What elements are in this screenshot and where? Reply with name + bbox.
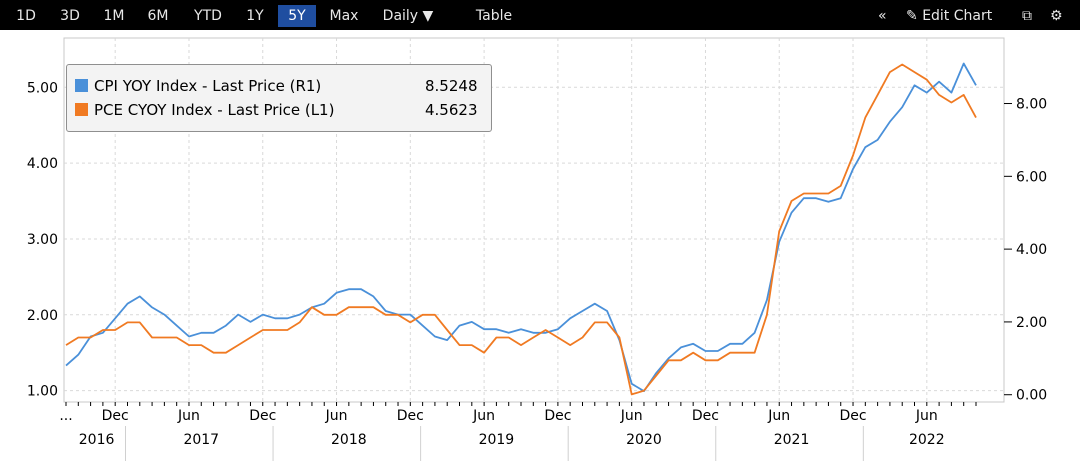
range-5y-button[interactable]: 5Y [278, 5, 316, 27]
pencil-icon: ✎ [906, 8, 918, 24]
frequency-dropdown[interactable]: Daily ▼ [382, 8, 434, 24]
range-1d-button[interactable]: 1D [16, 8, 36, 24]
range-max-button[interactable]: Max [329, 8, 359, 24]
legend-item-cpi[interactable]: CPI YOY Index - Last Price (R1) 8.5248 [75, 75, 478, 97]
x-year-label: 2021 [774, 432, 810, 448]
y-left-tick-label: 1.00 [27, 384, 58, 400]
legend-cpi-value: 8.5248 [425, 77, 478, 95]
edit-chart-button[interactable]: ✎ Edit Chart [906, 5, 1014, 27]
y-left-tick-label: 3.00 [27, 232, 58, 248]
x-year-label: 2020 [626, 432, 662, 448]
line-chart: ... Dec Jun Dec Jun Dec Jun Dec Jun Dec Jun Dec Jun 2… [27, 37, 1047, 461]
x-tick-label: Jun [177, 408, 200, 424]
y-left-tick-label: 4.00 [27, 156, 58, 172]
x-tick-label: Dec [102, 408, 129, 424]
x-tick-label: Dec [839, 408, 866, 424]
axes: ... Dec Jun Dec Jun Dec Jun Dec Jun Dec Jun Dec Jun 2… [27, 80, 1047, 461]
x-year-label: 2016 [79, 432, 115, 448]
x-year-label: 2022 [909, 432, 945, 448]
legend-pce-value: 4.5623 [425, 101, 478, 119]
series [65, 62, 977, 396]
collapse-icon[interactable]: « [878, 8, 887, 24]
settings-icon[interactable]: ⚙ [1050, 8, 1063, 24]
y-left-tick-label: 2.00 [27, 308, 58, 324]
cpi-swatch [75, 79, 88, 92]
x-tick-label: Dec [249, 408, 276, 424]
cpi-series-line [65, 62, 977, 393]
range-1y-button[interactable]: 1Y [246, 8, 264, 24]
y-right-tick-label: 2.00 [1016, 315, 1047, 331]
range-3d-button[interactable]: 3D [60, 8, 80, 24]
chart-toolbar: 1D 3D 1M 6M YTD 1Y 5Y Max Daily ▼ Table … [0, 0, 1080, 30]
chart-area: ... Dec Jun Dec Jun Dec Jun Dec Jun Dec Jun Dec Jun 2… [0, 30, 1080, 461]
edit-chart-label: Edit Chart [922, 8, 993, 24]
x-year-label: 2017 [183, 432, 219, 448]
pce-swatch [75, 103, 88, 116]
y-right-tick-label: 8.00 [1016, 97, 1047, 113]
x-year-label: 2019 [479, 432, 515, 448]
legend-cpi-label: CPI YOY Index - Last Price (R1) [94, 77, 322, 95]
chart-legend: CPI YOY Index - Last Price (R1) 8.5248 P… [66, 64, 492, 132]
pce-series-line [65, 63, 977, 396]
range-1m-button[interactable]: 1M [103, 8, 125, 24]
range-6m-button[interactable]: 6M [147, 8, 169, 24]
x-tick-label: Jun [915, 408, 938, 424]
y-right-tick-label: 6.00 [1016, 169, 1047, 185]
x-tick-label: ... [59, 408, 72, 424]
x-tick-label: Dec [544, 408, 571, 424]
range-ytd-button[interactable]: YTD [194, 8, 222, 24]
y-right-tick-label: 4.00 [1016, 242, 1047, 258]
x-tick-label: Jun [472, 408, 495, 424]
x-tick-label: Jun [620, 408, 643, 424]
export-icon[interactable]: ⧉ [1022, 8, 1032, 24]
x-tick-label: Jun [767, 408, 790, 424]
table-button[interactable]: Table [475, 8, 513, 24]
x-tick-label: Jun [325, 408, 348, 424]
y-left-tick-label: 5.00 [27, 80, 58, 96]
y-right-tick-label: 0.00 [1016, 388, 1047, 404]
x-tick-label: Dec [397, 408, 424, 424]
legend-pce-label: PCE CYOY Index - Last Price (L1) [94, 101, 335, 119]
x-tick-label: Dec [692, 408, 719, 424]
x-year-label: 2018 [331, 432, 367, 448]
legend-item-pce[interactable]: PCE CYOY Index - Last Price (L1) 4.5623 [75, 99, 478, 121]
